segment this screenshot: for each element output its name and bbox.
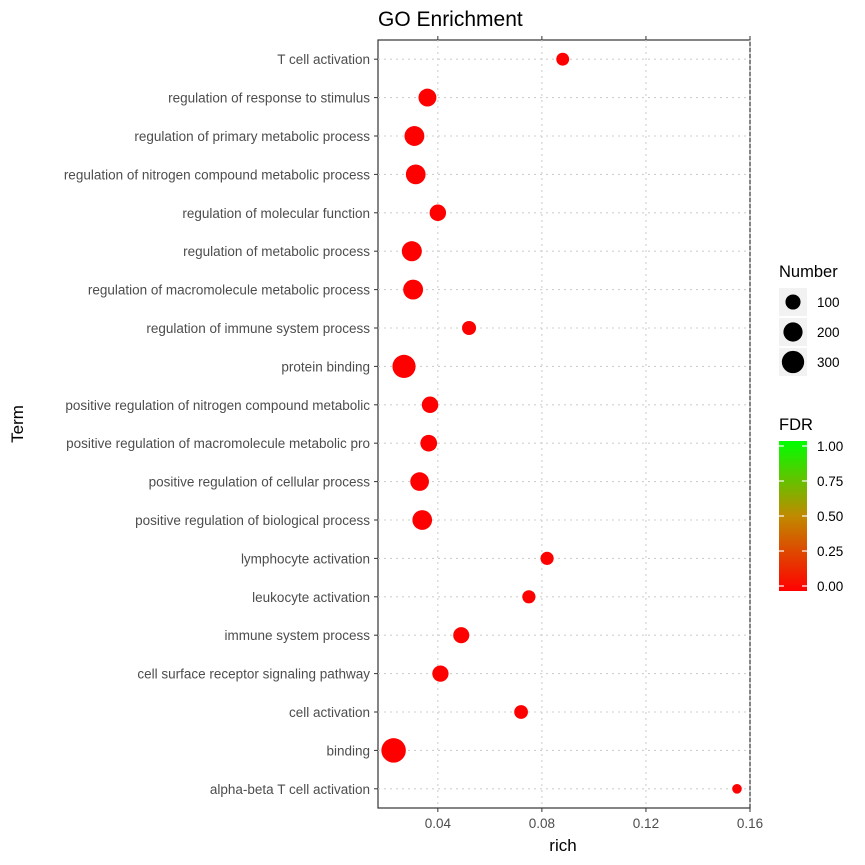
x-axis-title: rich bbox=[549, 836, 576, 855]
data-point bbox=[403, 279, 424, 300]
data-point bbox=[410, 472, 429, 491]
term-label: cell surface receptor signaling pathway bbox=[137, 667, 370, 682]
data-point bbox=[462, 320, 477, 336]
data-point bbox=[556, 52, 570, 66]
term-label: positive regulation of nitrogen compound… bbox=[65, 398, 370, 413]
x-tick-label: 0.08 bbox=[529, 816, 555, 831]
data-point bbox=[522, 590, 536, 604]
term-label: regulation of macromolecule metabolic pr… bbox=[88, 283, 370, 298]
data-point bbox=[732, 783, 742, 794]
data-point bbox=[412, 510, 433, 530]
term-label: protein binding bbox=[281, 359, 370, 374]
data-point bbox=[453, 627, 470, 644]
data-point bbox=[432, 665, 449, 682]
x-tick-label: 0.04 bbox=[425, 816, 452, 831]
data-point bbox=[429, 204, 447, 222]
term-label: regulation of metabolic process bbox=[183, 244, 370, 259]
data-point bbox=[540, 551, 554, 565]
color-legend: FDR 0.00 0.25 0.50 0.75 1.00 bbox=[779, 416, 843, 594]
color-legend-label: 0.00 bbox=[817, 579, 843, 594]
term-label: regulation of nitrogen compound metaboli… bbox=[64, 167, 370, 182]
data-point bbox=[514, 705, 528, 719]
term-label: immune system process bbox=[224, 628, 370, 643]
size-legend-key bbox=[785, 294, 801, 310]
size-legend-key bbox=[783, 322, 803, 342]
term-label: lymphocyte activation bbox=[241, 551, 370, 566]
term-label: regulation of immune system process bbox=[146, 321, 370, 336]
data-point bbox=[392, 354, 416, 378]
size-legend-label: 100 bbox=[817, 295, 840, 310]
term-label: positive regulation of macromolecule met… bbox=[66, 436, 370, 451]
color-legend-title: FDR bbox=[779, 416, 813, 434]
color-legend-label: 0.75 bbox=[817, 474, 843, 489]
term-label: positive regulation of cellular process bbox=[149, 475, 371, 490]
color-legend-label: 1.00 bbox=[817, 439, 843, 454]
color-legend-label: 0.25 bbox=[817, 544, 843, 559]
term-label: regulation of response to stimulus bbox=[168, 91, 370, 106]
x-tick-label: 0.12 bbox=[633, 816, 659, 831]
y-axis-ticks: T cell activation regulation of response … bbox=[64, 52, 378, 797]
term-label: binding bbox=[326, 743, 370, 758]
term-label: T cell activation bbox=[277, 52, 370, 67]
term-label: regulation of molecular function bbox=[182, 206, 370, 221]
term-label: regulation of primary metabolic process bbox=[134, 129, 370, 144]
term-label: leukocyte activation bbox=[252, 590, 370, 605]
x-tick-label: 0.16 bbox=[737, 816, 763, 831]
data-point bbox=[381, 738, 406, 763]
term-label: cell activation bbox=[289, 705, 370, 720]
x-axis-ticks: 0.04 0.08 0.12 0.16 bbox=[425, 808, 763, 831]
data-point bbox=[421, 396, 439, 414]
data-points bbox=[381, 52, 742, 794]
size-legend-title: Number bbox=[779, 263, 838, 281]
color-legend-label: 0.50 bbox=[817, 509, 843, 524]
plot-panel bbox=[377, 39, 751, 809]
data-point bbox=[401, 241, 422, 262]
chart-title: GO Enrichment bbox=[378, 8, 523, 31]
size-legend-label: 300 bbox=[817, 355, 840, 370]
data-point bbox=[420, 434, 438, 452]
size-legend: Number 100 200 300 bbox=[779, 263, 840, 376]
size-legend-label: 200 bbox=[817, 325, 840, 340]
size-legend-key bbox=[781, 350, 805, 374]
term-label: alpha-beta T cell activation bbox=[210, 782, 370, 797]
y-axis-title: Term bbox=[8, 405, 27, 443]
term-label: positive regulation of biological proces… bbox=[135, 513, 370, 528]
data-point bbox=[418, 88, 437, 107]
data-point bbox=[404, 126, 425, 146]
data-point bbox=[405, 164, 426, 185]
